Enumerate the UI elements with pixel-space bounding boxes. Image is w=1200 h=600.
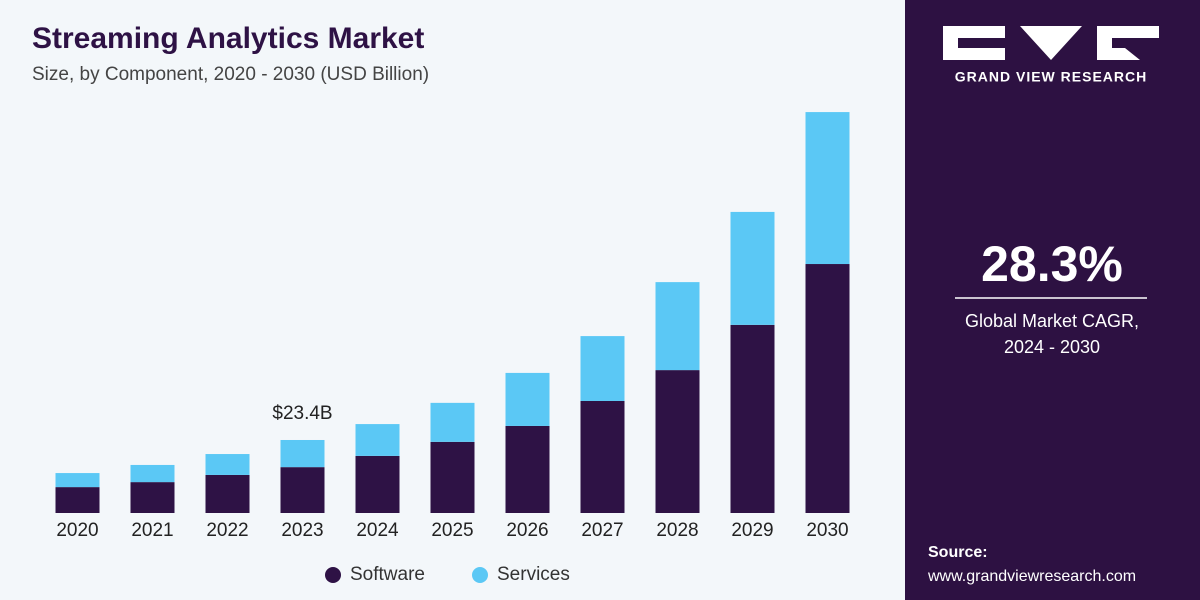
x-tick-label: 2026 — [506, 520, 548, 541]
logo-cut — [958, 38, 1005, 48]
bar-segment — [805, 112, 850, 265]
logo-triangle — [1020, 26, 1082, 60]
legend-label: Services — [497, 564, 570, 585]
bar-segment — [355, 424, 400, 456]
bar-segment — [205, 454, 250, 475]
bar-segment — [580, 336, 625, 401]
x-tick-label: 2030 — [806, 520, 848, 541]
bar-segment — [655, 370, 700, 513]
legend-label: Software — [350, 564, 425, 585]
bar-segment — [430, 441, 475, 513]
legend-marker — [325, 567, 341, 583]
bar-segment — [355, 455, 400, 513]
bar-segment — [55, 473, 100, 488]
bar-segment — [655, 282, 700, 371]
x-tick-label: 2029 — [731, 520, 773, 541]
x-tick-label: 2027 — [581, 520, 623, 541]
bar-segment — [280, 439, 325, 468]
logo — [943, 26, 1159, 60]
bar-segment — [130, 482, 175, 513]
x-tick-label: 2028 — [656, 520, 698, 541]
source-label: Source: — [928, 544, 988, 561]
bar-segment — [55, 487, 100, 513]
chart-title: Streaming Analytics Market — [32, 22, 424, 55]
bar-segment — [730, 324, 775, 513]
legend-marker — [472, 567, 488, 583]
bar-segment — [280, 467, 325, 513]
bar-segment — [205, 474, 250, 513]
x-tick-label: 2023 — [281, 520, 323, 541]
data-label: $23.4B — [272, 403, 332, 424]
x-tick-label: 2024 — [356, 520, 399, 541]
bar-segment — [580, 400, 625, 513]
x-tick-label: 2022 — [206, 520, 248, 541]
logo-cut — [1112, 38, 1159, 60]
x-tick-label: 2021 — [131, 520, 173, 541]
cagr-period: 2024 - 2030 — [1004, 337, 1100, 357]
bar-segment — [130, 464, 175, 483]
bar-segment — [430, 402, 475, 442]
x-tick-label: 2020 — [56, 520, 98, 541]
source-url: www.grandviewresearch.com — [927, 568, 1136, 585]
bar-segment — [805, 264, 850, 513]
bar-segment — [505, 372, 550, 426]
sidebar-background — [905, 0, 1200, 600]
chart-subtitle: Size, by Component, 2020 - 2030 (USD Bil… — [32, 64, 429, 85]
x-tick-label: 2025 — [431, 520, 473, 541]
bar-segment — [730, 211, 775, 325]
bar-segment — [505, 425, 550, 513]
cagr-value: 28.3% — [981, 236, 1123, 292]
brand-name: GRAND VIEW RESEARCH — [955, 69, 1147, 85]
cagr-label: Global Market CAGR, — [965, 311, 1139, 331]
